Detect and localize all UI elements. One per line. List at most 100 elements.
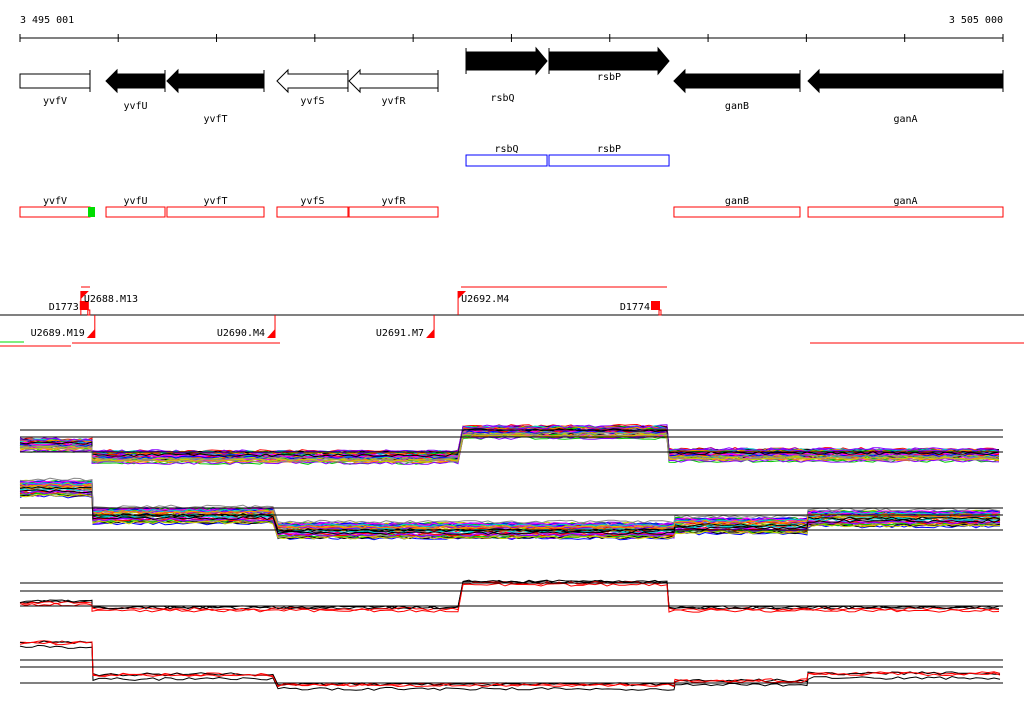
marker-flag [426, 329, 435, 338]
profile-line [19, 489, 1001, 535]
red-feature-box [276, 206, 349, 218]
profile-line [19, 640, 1001, 687]
red-feature-yvfR[interactable]: yvfR [348, 196, 439, 218]
red-feature-box [166, 206, 265, 218]
profile-line [19, 431, 1000, 461]
expression-panel-4 [19, 640, 1003, 691]
marker-stem [87, 309, 91, 316]
profile-line [19, 483, 1001, 530]
marker-flag [80, 291, 89, 299]
gene-label: yvfT [203, 114, 227, 125]
gene-label: rsbQ [490, 93, 514, 104]
profile-line [19, 493, 1001, 540]
profile-line [19, 424, 1000, 454]
gene-track[interactable]: yvfV yvfU yvfT yvfS yvfR rsbQ rsbP ganB ganA [19, 46, 1004, 125]
blue-feature-box [465, 154, 548, 167]
gene-label: yvfR [381, 96, 406, 107]
coordinate-ruler [19, 34, 1004, 42]
marker-U2691.M7[interactable]: U2691.M7 [376, 315, 435, 339]
highlight-block [87, 207, 95, 217]
blue-feature-rsbP[interactable]: rsbP [548, 144, 670, 167]
segment-marker-track[interactable]: D1773 U2688.M13 U2692.M4 D1774 U2689.M19 U269… [0, 286, 1024, 347]
red-feature-label: yvfU [123, 196, 147, 207]
marker-flag [86, 329, 95, 338]
gene-rsbQ[interactable]: rsbQ [465, 46, 548, 104]
red-feature-box [348, 206, 439, 218]
gene-arrow-shape [673, 68, 801, 94]
gene-yvfR[interactable]: yvfR [348, 68, 439, 107]
marker-U2688.M13[interactable]: U2688.M13 [80, 291, 138, 315]
gene-arrow-shape [166, 68, 265, 94]
profile-line [19, 481, 1001, 528]
expression-panel-1 [19, 423, 1003, 465]
marker-U2692.M4[interactable]: U2692.M4 [457, 291, 509, 315]
marker-block [651, 301, 661, 310]
blue-feature-track[interactable]: rsbQ rsbP [465, 144, 670, 167]
gene-label: rsbP [597, 72, 621, 83]
red-feature-box [673, 206, 801, 218]
red-feature-label: yvfS [300, 196, 324, 207]
marker-D1774[interactable]: D1774 [620, 301, 662, 316]
gene-rsbP[interactable]: rsbP [548, 46, 670, 83]
red-feature-yvfS[interactable]: yvfS [276, 196, 349, 218]
profile-line [19, 425, 1000, 455]
profile-line [19, 640, 1001, 687]
gene-arrow-shape [807, 68, 1004, 94]
profile-line [19, 435, 1000, 465]
red-feature-ganA[interactable]: ganA [807, 196, 1004, 218]
blue-feature-rsbQ[interactable]: rsbQ [465, 144, 548, 167]
gene-yvfV[interactable]: yvfV [19, 70, 91, 107]
gene-label: ganA [893, 114, 917, 125]
marker-label: U2691.M7 [376, 328, 424, 339]
gene-arrow-shape [105, 68, 166, 94]
red-feature-label: yvfR [381, 196, 406, 207]
profile-line [19, 433, 1000, 463]
gene-arrow-shape [548, 46, 670, 76]
gene-yvfT[interactable]: yvfT [166, 68, 265, 125]
gene-label: yvfU [123, 101, 147, 112]
expression-profile-panels [19, 423, 1003, 691]
red-feature-track[interactable]: yvfV yvfU yvfT yvfS yvfR ganB ganA [19, 196, 1004, 218]
red-feature-yvfU[interactable]: yvfU [105, 196, 166, 218]
gene-arrow-shape [19, 73, 91, 89]
red-feature-yvfT[interactable]: yvfT [166, 196, 265, 218]
red-feature-label: ganA [893, 196, 917, 207]
marker-U2690.M4[interactable]: U2690.M4 [217, 315, 276, 339]
expression-panel-3 [19, 579, 1003, 613]
red-feature-box [807, 206, 1004, 218]
gene-arrow-shape [348, 68, 439, 94]
start-coordinate: 3 495 001 [20, 15, 74, 26]
gene-label: yvfS [300, 96, 324, 107]
marker-flag [458, 291, 467, 299]
marker-block [79, 301, 89, 310]
marker-label: U2692.M4 [461, 294, 509, 305]
red-feature-ganB[interactable]: ganB [673, 196, 801, 218]
red-feature-yvfV[interactable]: yvfV [19, 196, 95, 218]
marker-label: U2688.M13 [84, 294, 138, 305]
blue-feature-box [548, 154, 670, 167]
gene-ganA[interactable]: ganA [807, 68, 1004, 125]
profile-line [19, 483, 1001, 530]
blue-feature-label: rsbP [597, 144, 621, 155]
gene-yvfU[interactable]: yvfU [105, 68, 166, 112]
marker-stem [658, 309, 662, 316]
gene-yvfS[interactable]: yvfS [276, 68, 349, 107]
red-feature-box [19, 206, 91, 218]
gene-ganB[interactable]: ganB [673, 68, 801, 112]
marker-label: D1774 [620, 302, 650, 313]
gene-arrow-shape [465, 46, 548, 76]
profile-line [19, 490, 1001, 537]
red-feature-label: ganB [725, 196, 749, 207]
profile-line [19, 582, 1000, 613]
red-feature-label: yvfT [203, 196, 227, 207]
red-feature-box [105, 206, 166, 218]
marker-label: U2690.M4 [217, 328, 265, 339]
marker-U2689.M19[interactable]: U2689.M19 [31, 315, 96, 339]
expression-panel-2 [19, 477, 1003, 541]
profile-line [19, 641, 1001, 688]
marker-label: U2689.M19 [31, 328, 85, 339]
gene-label: yvfV [43, 96, 67, 107]
marker-D1773[interactable]: D1773 [49, 301, 91, 316]
gene-arrow-shape [276, 68, 349, 94]
